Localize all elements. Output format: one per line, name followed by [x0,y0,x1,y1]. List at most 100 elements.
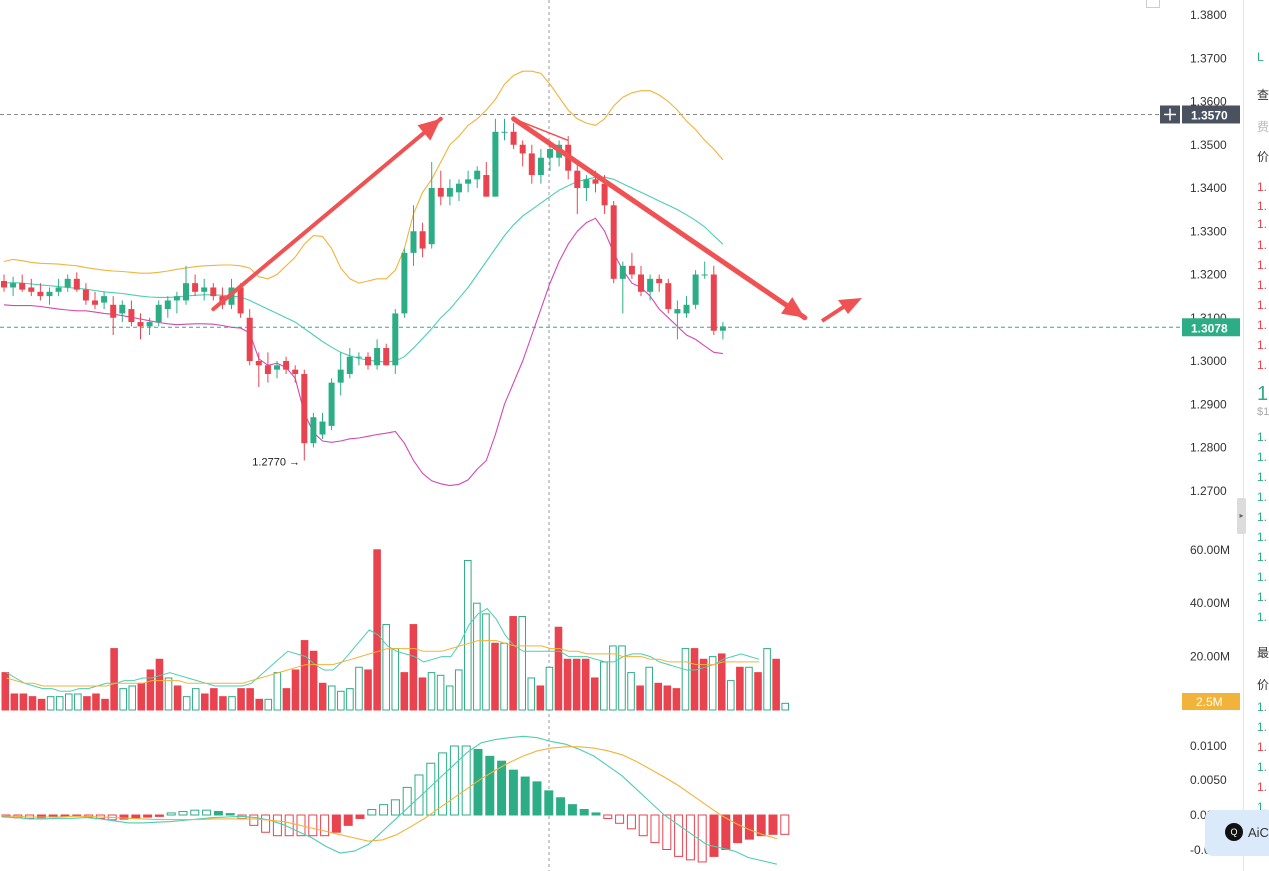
sidebar-entry: 1. [1257,490,1268,504]
candle-body [719,326,726,331]
volume-bar [228,696,236,711]
volume-bar [454,669,463,711]
volume-bar [500,642,508,711]
candle-body [365,356,371,366]
volume-bar [391,648,400,711]
macd-dif-line [1,735,778,865]
candle-body [28,287,35,292]
volume-bar [327,685,336,711]
sidebar-entry: 1. [1257,318,1268,332]
trend-arrows [211,116,862,323]
candle-body [119,304,126,314]
macd-histogram-bar [520,776,530,816]
downtrend-arrow-head [780,297,805,318]
candle-body [701,274,708,276]
macd-histogram-bar [331,814,341,833]
macd-histogram-bar [685,814,695,861]
crosshair-price-label: 1.3570 [1191,108,1228,122]
macd-histogram-bar [426,762,436,816]
macd-histogram-bar [662,814,672,850]
volume-bar [219,696,227,711]
last-price-label: 1.3078 [1191,321,1228,335]
volume-bar [382,624,390,711]
volume-bar [681,648,690,711]
sidebar-entry: 1. [1257,258,1268,272]
macd-series [1,735,790,865]
candle-body [46,291,53,297]
volume-bar [445,685,454,711]
candle-body [37,291,44,297]
volume-bar [690,648,699,711]
macd-histogram-bar [272,814,282,837]
sidebar-entry: 1. [1257,338,1268,352]
volume-bar [536,685,545,711]
macd-histogram-bar [638,814,648,837]
volume-bar [110,648,118,711]
volume-bar [182,696,191,711]
volume-bar [300,640,309,711]
sidebar-entry: 1. [1257,450,1268,464]
macd-histogram-bar [402,786,412,816]
candle-body [10,283,17,288]
price-tick-label: 1.2900 [1190,397,1227,411]
volume-bar [346,688,354,711]
price-tick-label: 1.3000 [1190,354,1227,368]
price-tick-label: 1.3700 [1190,51,1227,65]
aic-assistant-button[interactable]: Q AiC [1205,810,1269,856]
volume-bar [627,672,635,711]
candle-body [292,369,299,374]
macd-histogram-bar [756,814,766,837]
candle-body [547,149,553,158]
candle-body [492,131,499,197]
candle-body [64,278,71,288]
sidebar-entry: 1. [1257,199,1268,213]
volume-bar [318,682,327,711]
volume-bar [1,672,10,711]
macd-histogram-bar [213,811,223,816]
sidebar-entry: 1. [1257,720,1268,734]
macd-histogram-bar [355,814,365,819]
collapse-sidebar-button[interactable]: ▸ [1237,498,1246,534]
volume-value-tag [1182,693,1240,710]
macd-histogram-bar [591,812,601,816]
candle-body [665,283,672,310]
macd-histogram-bar [119,814,129,820]
sidebar-entry: 1. [1257,800,1268,814]
candle-body [82,289,89,301]
price-tick-label: 1.3200 [1190,268,1227,282]
candle-body [419,231,426,249]
rebound-arrow [820,304,847,323]
candle-body [574,170,581,188]
volume-bar [745,666,753,711]
macd-histogram-bar [744,814,754,840]
volume-bar [155,658,164,711]
macd-histogram-bar [438,752,448,816]
sidebar-entry: 1. [1257,700,1268,714]
candle-body [92,300,98,305]
candle-body [474,170,481,180]
macd-histogram-bar [178,811,188,816]
volume-bar [772,658,780,711]
macd-histogram-bar [674,814,684,857]
corner-toggle-icon[interactable] [1146,0,1160,8]
candle-body [255,361,262,366]
candle-body [656,278,663,284]
volume-bar [55,696,64,711]
volume-ma-fast [6,607,760,692]
candle-body [647,278,654,292]
price-tick-label: 1.2700 [1190,484,1227,498]
sidebar-entry: 1. [1257,760,1268,774]
candle-body [164,300,171,310]
candle-body [319,421,326,435]
candle-body [346,356,353,374]
candle-body [55,287,62,292]
candle-body [183,283,189,301]
sidebar-entry: 1. [1257,430,1268,444]
volume-bar [74,693,82,711]
candle-body [246,317,253,361]
candle-body [583,179,590,188]
price-tick-label: 1.3400 [1190,181,1227,195]
macd-histogram-bar [190,809,200,816]
sidebar-entry: 1. [1257,570,1268,584]
